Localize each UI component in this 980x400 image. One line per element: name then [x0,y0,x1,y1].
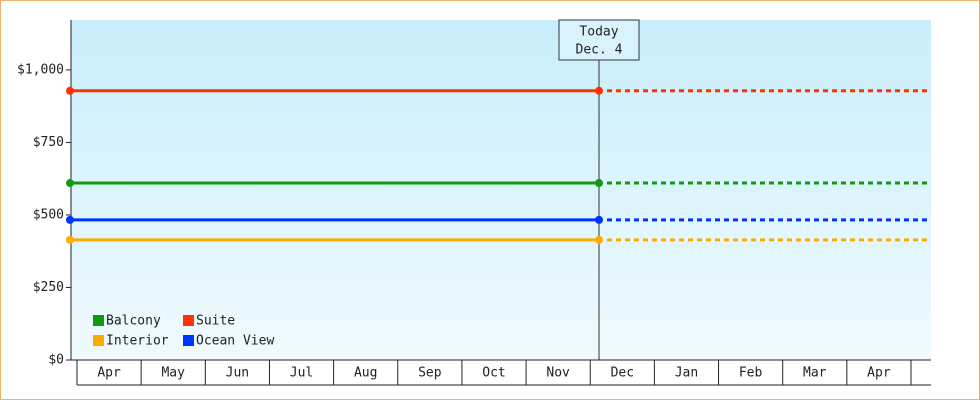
point [66,215,74,224]
today-date: Dec. 4 [576,43,623,58]
x-tick-label: Nov [546,366,570,381]
legend-swatch [183,335,194,346]
point [595,215,603,224]
point [595,179,603,188]
legend-swatch [93,315,104,326]
plot-area [71,20,931,360]
y-tick-label: $250 [33,280,64,295]
x-tick-label: Sep [418,366,442,381]
point [66,179,74,188]
x-tick-label: May [161,366,185,381]
x-tick-label: Jun [226,366,249,381]
point [66,235,74,244]
x-tick-label: Jan [675,366,698,381]
x-tick-label: Jul [290,366,313,381]
x-tick-label: Apr [97,366,121,381]
legend-label: Balcony [106,314,161,329]
today-title: Today [579,25,618,40]
point [66,86,74,95]
x-tick-label: Dec [611,366,634,381]
y-tick-label: $1,000 [17,62,64,77]
legend-label: Interior [106,334,169,349]
x-tick-label: Feb [739,366,763,381]
x-tick-label: Oct [482,366,505,381]
point [595,86,603,95]
legend-swatch [93,335,104,346]
today-box [558,19,640,61]
legend-label: Ocean View [196,334,274,349]
x-tick-label: Mar [803,366,827,381]
y-tick-label: $500 [33,207,64,222]
point [595,235,603,244]
y-tick-label: $750 [33,135,64,150]
legend-label: Suite [196,314,235,329]
y-tick-label: $0 [48,353,64,368]
legend-swatch [183,315,194,326]
x-tick-label: Apr [867,366,891,381]
x-tick-label: Aug [354,366,377,381]
